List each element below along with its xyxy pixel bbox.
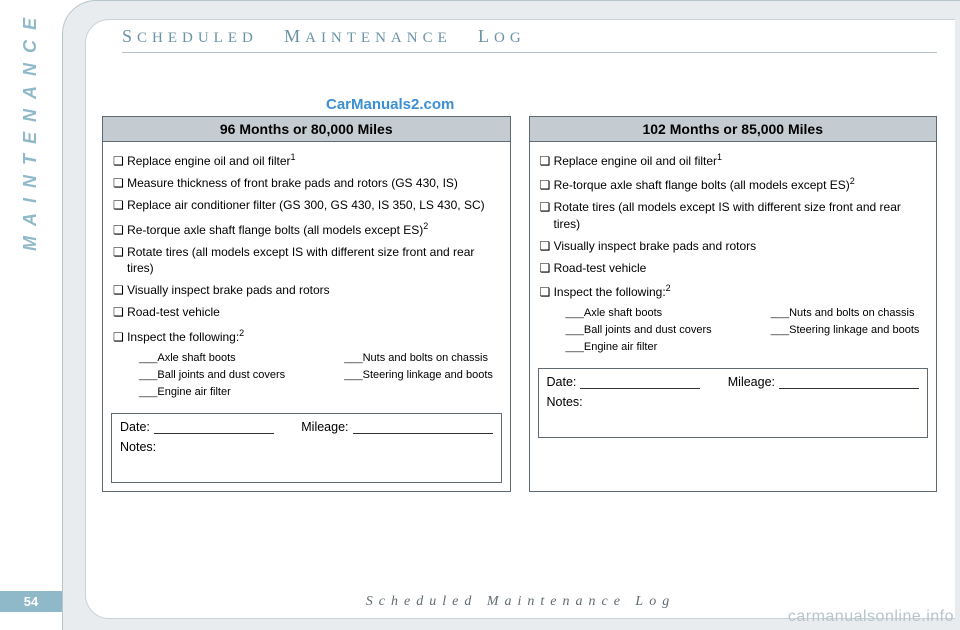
watermark-top: CarManuals2.com	[326, 96, 454, 113]
maint-item: Road-test vehicle	[540, 257, 927, 279]
mileage-field[interactable]: Mileage:	[301, 420, 492, 434]
maint-item: Re-torque axle shaft flange bolts (all m…	[113, 217, 500, 241]
sub-item: Nuts and bolts on chassis	[344, 350, 499, 367]
sub-item: Engine air filter	[566, 339, 721, 356]
card-102-months: 102 Months or 85,000 Miles Replace engin…	[529, 116, 938, 492]
date-field[interactable]: Date:	[120, 420, 281, 434]
card-body: Replace engine oil and oil filter1 Re-to…	[530, 142, 937, 364]
sub-item: Nuts and bolts on chassis	[771, 305, 926, 322]
maint-item: Rotate tires (all models except IS with …	[113, 241, 500, 279]
notes-field[interactable]: Notes:	[120, 440, 493, 454]
record-box: Date: Mileage: Notes:	[111, 413, 502, 483]
watermark-corner: carmanualsonline.info	[788, 608, 954, 626]
maint-item: Inspect the following:2	[113, 324, 500, 348]
card-title: 102 Months or 85,000 Miles	[530, 117, 937, 142]
inspect-sublist: Axle shaft boots Ball joints and dust co…	[540, 303, 927, 362]
maint-item: Measure thickness of front brake pads an…	[113, 172, 500, 194]
inspect-sublist: Axle shaft boots Ball joints and dust co…	[113, 348, 500, 407]
header-rule	[122, 52, 937, 53]
sub-item: Steering linkage and boots	[344, 367, 499, 384]
maint-item: Replace engine oil and oil filter1	[113, 148, 500, 172]
mileage-field[interactable]: Mileage:	[728, 375, 919, 389]
sub-item: Axle shaft boots	[139, 350, 294, 367]
notes-field[interactable]: Notes:	[547, 395, 920, 409]
sub-item: Ball joints and dust covers	[566, 322, 721, 339]
sub-item: Steering linkage and boots	[771, 322, 926, 339]
page-header: SCHEDULED MAINTENANCE LOG	[122, 26, 526, 47]
maint-item: Visually inspect brake pads and rotors	[113, 279, 500, 301]
maint-item: Visually inspect brake pads and rotors	[540, 235, 927, 257]
page-inner: SCHEDULED MAINTENANCE LOG CarManuals2.co…	[85, 19, 955, 619]
maint-item: Road-test vehicle	[113, 301, 500, 323]
record-box: Date: Mileage: Notes:	[538, 368, 929, 438]
page-background: SCHEDULED MAINTENANCE LOG CarManuals2.co…	[62, 0, 960, 630]
maint-item: Replace engine oil and oil filter1	[540, 148, 927, 172]
date-field[interactable]: Date:	[547, 375, 708, 389]
maint-item: Re-torque axle shaft flange bolts (all m…	[540, 172, 927, 196]
sub-item: Axle shaft boots	[566, 305, 721, 322]
sidebar-label: MAINTENANCE	[8, 8, 52, 568]
card-body: Replace engine oil and oil filter1 Measu…	[103, 142, 510, 409]
card-title: 96 Months or 80,000 Miles	[103, 117, 510, 142]
cards-row: 96 Months or 80,000 Miles Replace engine…	[102, 116, 937, 492]
maint-item: Inspect the following:2	[540, 279, 927, 303]
maint-item: Replace air conditioner filter (GS 300, …	[113, 194, 500, 216]
page-number: 54	[0, 591, 62, 612]
maint-item: Rotate tires (all models except IS with …	[540, 196, 927, 234]
sub-item: Ball joints and dust covers	[139, 367, 294, 384]
sub-item: Engine air filter	[139, 384, 294, 401]
card-96-months: 96 Months or 80,000 Miles Replace engine…	[102, 116, 511, 492]
